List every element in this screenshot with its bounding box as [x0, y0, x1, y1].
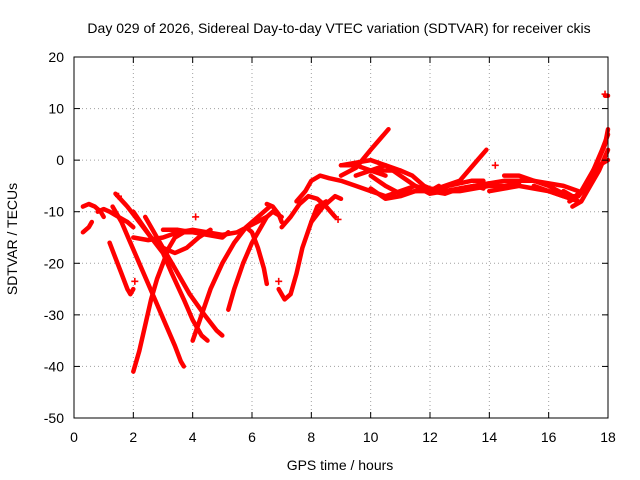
series-line-s16	[276, 199, 329, 302]
series-line-s22	[338, 126, 391, 178]
x-tick-label: 0	[70, 429, 78, 445]
series-line-s12	[190, 204, 273, 343]
y-tick-label: 20	[48, 49, 64, 65]
series-line-s13	[226, 209, 284, 312]
endpoint-marker	[131, 277, 139, 285]
series-line-s19	[309, 193, 344, 225]
series-line-s7	[131, 230, 195, 374]
y-tick-label: 0	[56, 152, 64, 168]
x-tick-label: 10	[363, 429, 379, 445]
endpoint-marker	[491, 161, 499, 169]
series-line-s4	[107, 240, 136, 297]
endpoint-marker	[601, 90, 609, 98]
x-tick-label: 2	[129, 429, 137, 445]
x-tick-label: 12	[422, 429, 438, 445]
x-tick-label: 16	[541, 429, 557, 445]
axis-ticks: 0 2 4 6 8 10 12 14 16 18 -50 -40 -30 -20 -10 0 10 20	[44, 49, 616, 445]
endpoint-marker	[192, 213, 200, 221]
y-tick-label: -40	[44, 358, 64, 374]
series-line-s28	[472, 178, 581, 194]
series-line-s34	[570, 147, 611, 209]
endpoint-marker	[275, 277, 283, 285]
series-line-s1	[80, 219, 95, 235]
series-line-s26	[368, 181, 522, 202]
x-tick-label: 8	[307, 429, 315, 445]
x-tick-label: 4	[189, 429, 197, 445]
x-tick-label: 6	[248, 429, 256, 445]
series-layer	[80, 93, 611, 374]
y-axis-label: SDTVAR / TECUs	[4, 183, 20, 295]
chart-title: Day 029 of 2026, Sidereal Day-to-day VTE…	[87, 20, 590, 36]
series-line-s3	[95, 206, 136, 230]
series-line-s27	[427, 147, 489, 194]
series-line-s33	[567, 126, 611, 204]
plot-frame	[73, 56, 609, 419]
series-line-s8	[131, 209, 213, 256]
series-line-s14	[243, 224, 270, 287]
series-line-s10	[160, 227, 231, 240]
series-line-s11	[142, 214, 225, 338]
y-tick-label: 10	[48, 101, 64, 117]
y-tick-label: -10	[44, 204, 64, 220]
x-tick-label: 14	[482, 429, 498, 445]
endpoint-marker	[115, 192, 122, 200]
x-axis-label: GPS time / hours	[287, 457, 394, 473]
y-tick-label: -50	[44, 410, 64, 426]
y-tick-label: -20	[44, 255, 64, 271]
endpoint-markers	[115, 90, 609, 285]
endpoint-marker	[334, 215, 342, 223]
series-line-s2	[80, 201, 106, 220]
x-tick-label: 18	[600, 429, 616, 445]
y-tick-label: -30	[44, 307, 64, 323]
series-line-s15	[264, 201, 284, 225]
